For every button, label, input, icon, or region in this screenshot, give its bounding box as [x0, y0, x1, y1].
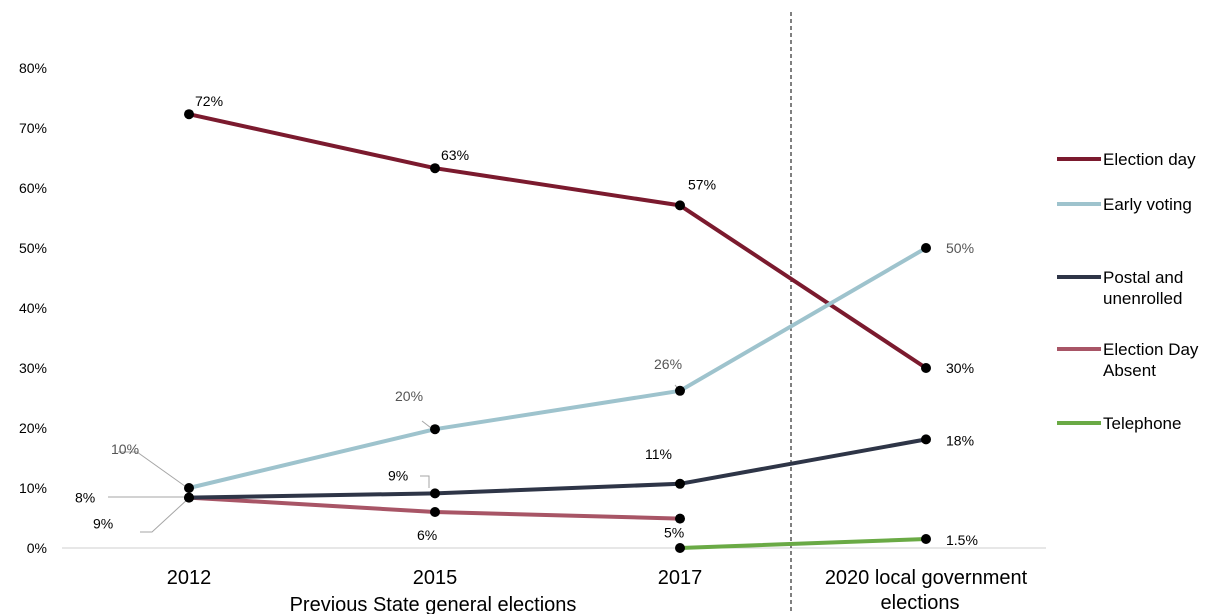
data-point-telephone [675, 543, 685, 553]
data-label-election-day: 72% [195, 93, 223, 109]
y-tick-label: 30% [19, 360, 47, 376]
data-point-early-voting [675, 385, 685, 396]
legend-label-telephone: Telephone [1103, 414, 1181, 433]
data-point-telephone [921, 534, 931, 544]
leader-line [140, 497, 190, 533]
series-line-early-voting [187, 246, 928, 490]
x-group-label: Previous State general elections [290, 594, 577, 614]
data-point-postal-and-unenrolled [921, 434, 931, 445]
data-label-election-day-absent: 5% [664, 525, 684, 541]
data-point-early-voting [921, 243, 931, 253]
legend-label-election-day-absent: Election Day Absent [1103, 340, 1199, 380]
y-tick-label: 50% [19, 240, 47, 256]
y-tick-label: 40% [19, 300, 47, 316]
leader-line [118, 451, 190, 490]
data-point-election-day [921, 363, 931, 373]
y-tick-label: 60% [19, 180, 47, 196]
data-point-postal-and-unenrolled [675, 478, 685, 489]
legend: Election day Early voting Postal and unenro… [1057, 150, 1199, 433]
data-point-postal-and-unenrolled [430, 488, 440, 499]
data-points [184, 109, 931, 553]
x-tick-label: 2015 [413, 567, 458, 589]
data-point-early-voting [430, 424, 440, 435]
data-point-election-day-absent [430, 507, 440, 517]
legend-label-election-day: Election day [1103, 150, 1196, 169]
data-label-early-voting: 10% [111, 441, 139, 457]
y-tick-label: 20% [19, 420, 47, 436]
data-label-election-day: 57% [688, 176, 716, 192]
data-point-election-day [430, 163, 440, 174]
data-label-election-day: 63% [441, 147, 469, 163]
x-tick-label: 2020 local government [825, 567, 1028, 589]
leader-line [420, 475, 430, 488]
y-tick-label: 70% [19, 120, 47, 136]
data-label-election-day: 30% [946, 360, 974, 376]
legend-label-early-voting: Early voting [1103, 195, 1192, 214]
data-label-postal-and-unenrolled: 18% [946, 432, 974, 448]
y-tick-label: 10% [19, 480, 47, 496]
data-label-telephone: 1.5% [946, 532, 978, 548]
series-line-postal-and-unenrolled [187, 437, 928, 500]
data-label-postal-and-unenrolled: 9% [388, 467, 408, 483]
data-label-election-day-absent: 6% [417, 527, 437, 543]
data-point-election-day-absent [675, 513, 685, 524]
y-axis: 0% 10% 20% 30% 40% 50% 60% 70% 80% [19, 60, 47, 556]
x-axis-categories: 2012 2015 2017 2020 local government Previou… [167, 567, 1028, 614]
y-tick-label: 80% [19, 60, 47, 76]
data-label-early-voting: 26% [654, 356, 682, 372]
x-tick-label: 2017 [658, 567, 703, 589]
data-point-election-day-absent [184, 492, 194, 503]
leader-lines [108, 384, 928, 542]
x-group-label: elections [881, 592, 960, 614]
data-label-early-voting: 50% [946, 240, 974, 256]
series-line-telephone [678, 537, 928, 550]
series-line-election-day [187, 112, 928, 370]
data-label-election-day-absent: 9% [93, 516, 113, 532]
x-tick-label: 2012 [167, 567, 212, 589]
data-point-election-day [184, 109, 194, 120]
data-label-early-voting: 20% [395, 388, 423, 404]
data-label-postal-and-unenrolled: 11% [645, 446, 672, 462]
data-point-early-voting [184, 483, 194, 493]
data-point-election-day [675, 200, 685, 211]
data-labels: 72% 63% 57% 30% 10% 20% 26% 50% 8% 9% 11% 18% 9% 6% 5%… [75, 93, 978, 548]
series-group [187, 112, 928, 550]
data-label-postal-and-unenrolled: 8% [75, 490, 95, 506]
y-tick-label: 0% [27, 540, 47, 556]
legend-label-postal-and-unenrolled: Postal and unenrolled [1103, 268, 1183, 308]
